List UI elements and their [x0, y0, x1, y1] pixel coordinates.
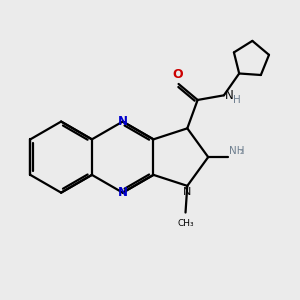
- Text: O: O: [172, 68, 183, 81]
- Text: ₂: ₂: [240, 146, 244, 156]
- Text: N: N: [183, 187, 191, 197]
- Text: N: N: [118, 115, 128, 128]
- Text: N: N: [118, 186, 128, 199]
- Text: NH: NH: [229, 146, 245, 156]
- Text: N: N: [225, 89, 234, 102]
- Text: CH₃: CH₃: [177, 219, 194, 228]
- Text: H: H: [233, 95, 241, 105]
